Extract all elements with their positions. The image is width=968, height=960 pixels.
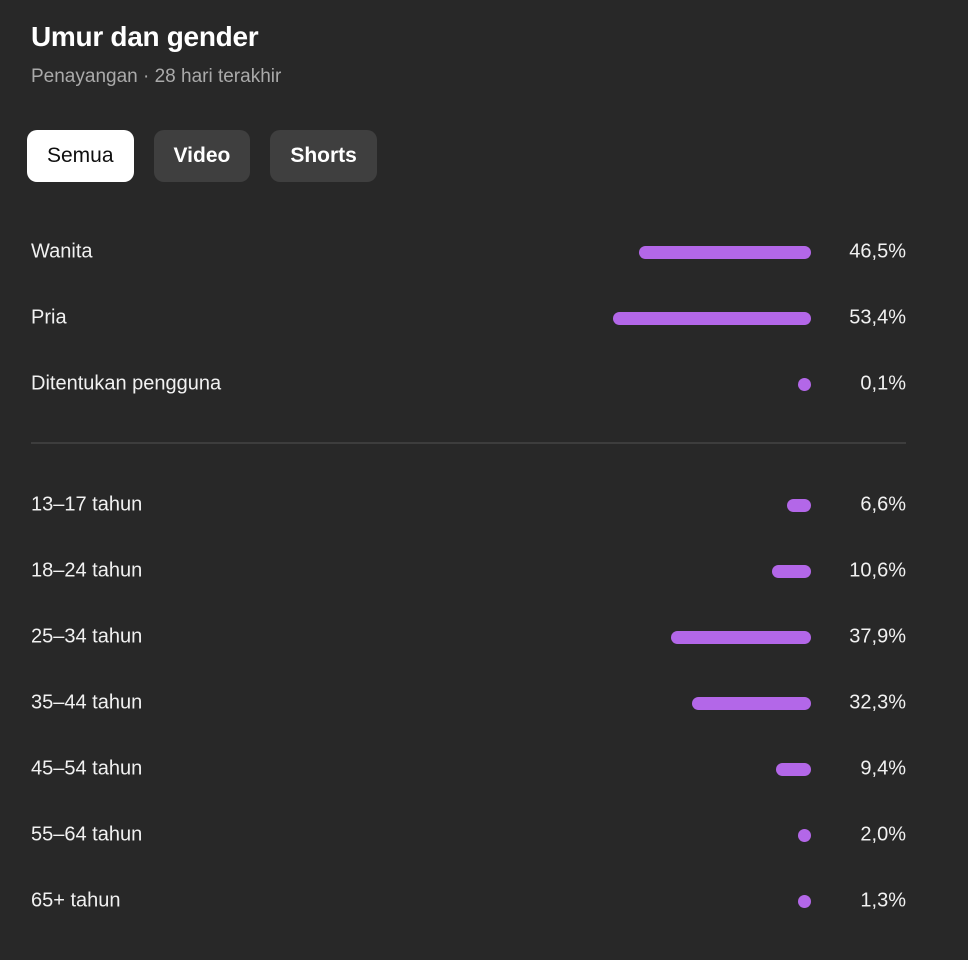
gender-list: Wanita 46,5% Pria 53,4% Ditentukan pengguna 0… <box>31 219 906 417</box>
content-type-tabs: Semua Video Shorts <box>27 130 377 182</box>
age-group-row: 65+ tahun 1,3% <box>31 868 906 934</box>
gender-bar <box>638 246 811 259</box>
age-group-bar <box>670 631 811 644</box>
gender-row: Pria 53,4% <box>31 285 906 351</box>
age-group-value: 32,3% <box>849 691 906 714</box>
age-group-bar <box>798 829 811 842</box>
age-group-label: 45–54 tahun <box>31 757 143 780</box>
age-group-label: 65+ tahun <box>31 889 121 912</box>
age-group-bar <box>798 895 811 908</box>
age-group-label: 13–17 tahun <box>31 493 143 516</box>
age-group-value: 2,0% <box>860 823 906 846</box>
age-group-value: 6,6% <box>860 493 906 516</box>
gender-label: Wanita <box>31 240 93 263</box>
tab-video[interactable]: Video <box>153 130 251 182</box>
age-group-value: 37,9% <box>849 625 906 648</box>
tab-shorts[interactable]: Shorts <box>270 130 377 182</box>
gender-label: Ditentukan pengguna <box>31 372 222 395</box>
age-group-label: 55–64 tahun <box>31 823 143 846</box>
gender-row: Wanita 46,5% <box>31 219 906 285</box>
age-group-row: 18–24 tahun 10,6% <box>31 538 906 604</box>
age-group-bar <box>771 565 811 578</box>
gender-value: 53,4% <box>849 306 906 329</box>
age-group-bar <box>776 763 811 776</box>
age-group-bar <box>786 499 811 512</box>
age-group-row: 45–54 tahun 9,4% <box>31 736 906 802</box>
age-group-row: 35–44 tahun 32,3% <box>31 670 906 736</box>
gender-row: Ditentukan pengguna 0,1% <box>31 351 906 417</box>
age-group-label: 35–44 tahun <box>31 691 143 714</box>
age-group-value: 1,3% <box>860 889 906 912</box>
gender-bar <box>613 312 811 325</box>
age-group-row: 13–17 tahun 6,6% <box>31 472 906 538</box>
age-group-value: 9,4% <box>860 757 906 780</box>
age-group-row: 55–64 tahun 2,0% <box>31 802 906 868</box>
age-group-label: 18–24 tahun <box>31 559 143 582</box>
age-group-label: 25–34 tahun <box>31 625 143 648</box>
card-subtitle: Penayangan · 28 hari terakhir <box>31 66 282 87</box>
age-group-bar <box>691 697 811 710</box>
age-list: 13–17 tahun 6,6% 18–24 tahun 10,6% 25–34 tah… <box>31 472 906 934</box>
age-group-value: 10,6% <box>849 559 906 582</box>
gender-value: 0,1% <box>860 372 906 395</box>
gender-bar <box>798 378 811 391</box>
section-divider <box>31 442 906 444</box>
gender-label: Pria <box>31 306 67 329</box>
gender-value: 46,5% <box>849 240 906 263</box>
card-title: Umur dan gender <box>31 21 259 52</box>
age-group-row: 25–34 tahun 37,9% <box>31 604 906 670</box>
tab-semua[interactable]: Semua <box>27 130 134 182</box>
